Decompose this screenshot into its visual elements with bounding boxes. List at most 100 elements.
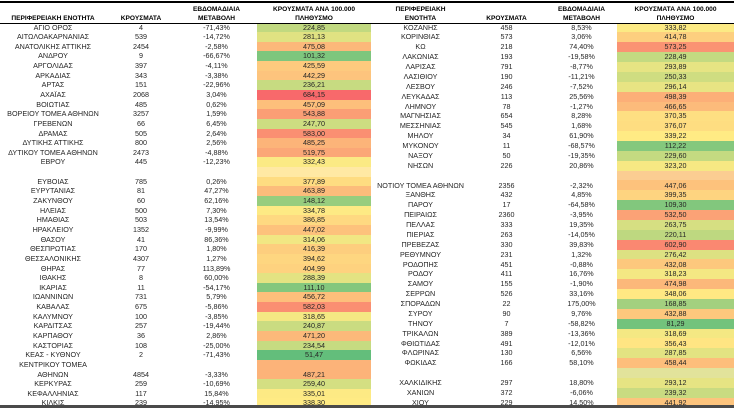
- region-row: ΑΡΓΟΛΙΔΑΣ 397 -4,11% 425,59: [0, 61, 371, 71]
- cases-per-100k-cell: [617, 170, 734, 181]
- cases-cell: 675: [135, 302, 147, 312]
- weekly-change-cell: -0,88%: [570, 259, 593, 269]
- weekly-change-cell: -9,99%: [205, 224, 228, 234]
- cases-cell: [467, 368, 546, 378]
- weekly-change-cell: 74,40%: [569, 42, 594, 52]
- cases-cell: 66: [137, 118, 145, 128]
- cases-cell: 2454: [133, 41, 149, 51]
- region-row: ΑΓΙΟ ΟΡΟΣ 4 -71,43% 224,85: [0, 22, 371, 33]
- weekly-change-cell: -71,43%: [203, 350, 230, 360]
- weekly-change-cell: -4,88%: [205, 147, 228, 157]
- region-name-cell: ΓΡΕΒΕΝΩΝ: [33, 118, 73, 128]
- region-name-cell: ΡΟΔΟΥ: [407, 269, 434, 279]
- cases-cell: 263: [500, 229, 513, 239]
- cases-cell: 170: [135, 244, 147, 254]
- cases-cell: 229: [500, 398, 513, 408]
- cases-per-100k-cell: 318,23: [617, 269, 734, 280]
- weekly-change-cell: 60,00%: [204, 273, 229, 283]
- region-name-cell: ΒΟΙΩΤΙΑΣ: [36, 99, 70, 109]
- cases-per-100k-cell: 296,14: [617, 81, 734, 92]
- region-name-cell: ΚΑΡΔΙΤΣΑΣ: [33, 321, 73, 331]
- cases-per-100k-cell: 259,40: [257, 379, 371, 389]
- region-name-cell: [0, 167, 106, 177]
- weekly-change-cell: 2,86%: [206, 330, 227, 340]
- cases-per-100k-cell: 333,82: [617, 22, 734, 33]
- region-name-cell: ΔΡΑΜΑΣ: [38, 128, 68, 138]
- region-row: ΚΑΛΥΜΝΟΥ 100 -3,85% 318,65: [0, 311, 371, 322]
- cases-per-100k-cell: 370,35: [617, 111, 734, 122]
- region-row: ΞΑΝΘΗΣ 432 4,85% 399,35: [374, 190, 734, 201]
- cases-per-100k-cell: 281,13: [257, 32, 371, 42]
- region-row: ΡΟΔΟΠΗΣ 451 -0,88% 432,08: [374, 259, 734, 270]
- cases-per-100k-cell: 111,10: [257, 282, 371, 293]
- region-row: ΕΒΡΟΥ 445 -12,23% 332,43: [0, 157, 371, 168]
- cases-cell: 791: [500, 62, 513, 72]
- cases-cell: 190: [500, 71, 513, 81]
- cases-cell: 2473: [133, 147, 149, 157]
- region-row: ΚΙΛΚΙΣ 239 -14,95% 338,30: [0, 398, 371, 409]
- cases-cell: 731: [135, 292, 147, 302]
- region-row: ΜΗΛΟΥ 34 61,90% 339,22: [374, 131, 734, 141]
- region-name-cell: ΙΘΑΚΗΣ: [39, 273, 67, 283]
- region-row: ΑΡΚΑΔΙΑΣ 343 -3,38% 442,29: [0, 70, 371, 81]
- spacer-row: [0, 167, 371, 177]
- weekly-change-cell: -25,00%: [203, 340, 230, 350]
- region-row: ΛΑΚΩΝΙΑΣ 193 -19,58% 228,49: [374, 52, 734, 62]
- cases-cell: 4854: [133, 369, 149, 379]
- cases-cell: 193: [500, 52, 513, 62]
- cases-cell: 78: [502, 101, 511, 111]
- region-row: ΙΩΑΝΝΙΝΩΝ 731 5,79% 456,72: [0, 292, 371, 303]
- region-name-cell: ΚΩ: [415, 42, 426, 52]
- region-row: ΓΡΕΒΕΝΩΝ 66 6,45% 247,70: [0, 118, 371, 129]
- cases-cell: 2360: [498, 210, 515, 220]
- region-name-cell: ΖΑΚΥΝΘΟΥ: [33, 196, 73, 206]
- cases-per-100k-cell: 263,75: [617, 219, 734, 230]
- region-name-cell: ΗΛΕΙΑΣ: [39, 205, 67, 215]
- region-row: ΚΑΒΑΛΑΣ 675 -5,86% 582,03: [0, 302, 371, 312]
- region-row: ΝΗΣΩΝ 226 20,86% 323,20: [374, 160, 734, 171]
- weekly-change-cell: 18,80%: [569, 378, 594, 388]
- weekly-change-cell: 5,79%: [206, 292, 227, 302]
- region-row: ΔΡΑΜΑΣ 505 2,64% 583,00: [0, 128, 371, 139]
- weekly-change-cell: -19,35%: [568, 150, 595, 160]
- region-row: ΧΑΝΙΩΝ 372 -6,06% 239,32: [374, 387, 734, 398]
- header-cases-per-100k: ΚΡΟΥΣΜΑΤΑ ΑΝΑ 100.000 ΠΛΗΘΥΣΜΟ: [272, 5, 355, 22]
- region-name-cell: ΞΑΝΘΗΣ: [405, 190, 436, 200]
- cases-cell: 800: [135, 138, 147, 148]
- weekly-change-cell: 2,56%: [206, 138, 227, 148]
- cases-per-100k-cell: 404,99: [257, 263, 371, 274]
- region-row: ΗΛΕΙΑΣ 500 7,30% 334,78: [0, 205, 371, 216]
- header-regional-unit: ΠΕΡΙΦΕΡΕΙΑΚΗ ΕΝΟΤΗΤΑ: [395, 5, 446, 22]
- region-row: ΦΘΙΩΤΙΔΑΣ 491 -12,01% 356,43: [374, 338, 734, 349]
- weekly-change-cell: 6,56%: [571, 348, 592, 358]
- weekly-change-cell: -3,95%: [570, 210, 593, 220]
- cases-per-100k-cell: 471,20: [257, 330, 371, 341]
- cases-per-100k-cell: 394,62: [257, 253, 371, 264]
- region-row: ΛΗΜΝΟΥ 78 -1,27% 466,65: [374, 101, 734, 112]
- region-row: ΙΘΑΚΗΣ 8 60,00% 288,39: [0, 273, 371, 283]
- cases-cell: 81: [137, 186, 145, 196]
- cases-per-100k-cell: 276,42: [617, 249, 734, 260]
- weekly-change-cell: -1,90%: [570, 279, 593, 289]
- weekly-change-cell: 3,04%: [206, 89, 227, 99]
- cases-cell: 259: [135, 379, 147, 389]
- region-name-cell: ΑΧΑΪΑΣ: [40, 89, 66, 99]
- region-row: ΜΑΓΝΗΣΙΑΣ 654 8,28% 370,35: [374, 111, 734, 122]
- cases-per-100k-cell: 487,21: [257, 359, 371, 380]
- cases-cell: 41: [137, 234, 145, 244]
- region-name-cell: ΚΕΡΚΥΡΑΣ: [34, 379, 72, 389]
- weekly-change-cell: 4,85%: [571, 190, 592, 200]
- region-row: ΗΡΑΚΛΕΙΟΥ 1352 -9,99% 447,02: [0, 224, 371, 235]
- cases-per-100k-cell: 376,07: [617, 121, 734, 132]
- region-row: ΦΩΚΙΔΑΣ 166 58,10% 458,44: [374, 358, 734, 369]
- region-row: ΠΙΕΡΙΑΣ 263 -14,05% 220,11: [374, 229, 734, 240]
- weekly-change-cell: 1,27%: [206, 253, 227, 263]
- region-name-cell: ΛΕΣΒΟΥ: [406, 81, 435, 91]
- cases-per-100k-cell: 109,30: [617, 200, 734, 211]
- region-name-cell: ΘΕΣΣΑΛΟΝΙΚΗΣ: [25, 253, 81, 263]
- region-row: ΑΝΔΡΟΥ 9 -66,67% 101,32: [0, 51, 371, 62]
- bottom-border-rule: [0, 405, 734, 408]
- region-name-cell: ΧΙΟΥ: [412, 398, 429, 408]
- region-row: ΑΡΤΑΣ 151 -22,96% 236,21: [0, 80, 371, 90]
